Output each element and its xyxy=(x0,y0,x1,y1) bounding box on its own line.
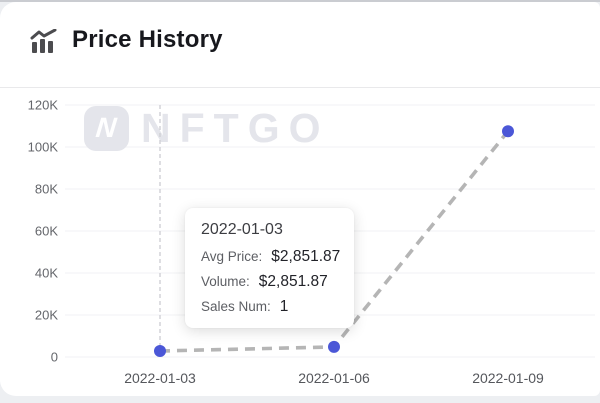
tooltip-volume-value: $2,851.87 xyxy=(258,273,328,290)
chart-axis-labels: 0 20K 40K 60K 80K 100K 120K 2022-01-03 2022-01-0… xyxy=(0,2,600,396)
x-axis-tick-label: 2022-01-03 xyxy=(124,370,196,386)
header-divider xyxy=(0,87,600,88)
y-axis-tick-label: 60K xyxy=(34,223,58,239)
x-axis-tick-label: 2022-01-06 xyxy=(298,370,370,386)
y-axis-tick-label: 20K xyxy=(34,307,58,323)
tooltip-avg-price-label: Avg Price: xyxy=(201,249,263,264)
tooltip-sales-num-value: 1 xyxy=(279,298,289,315)
y-axis-tick-label: 120K xyxy=(27,97,58,113)
chart-tooltip: 2022-01-03 Avg Price: $2,851.87 Volume: … xyxy=(185,208,354,328)
tooltip-date: 2022-01-03 xyxy=(201,221,283,238)
price-history-chart: N NFTGO 0 20K 40K 60K 80K 100K 120K 2022-01-03 2… xyxy=(0,2,600,396)
page-title: Price History xyxy=(72,26,223,53)
price-history-card: N NFTGO 0 20K 40K 60K 80K 100K 120K 2022-01-03 2… xyxy=(0,2,600,396)
tooltip-volume-label: Volume: xyxy=(201,274,250,289)
bar-chart-trend-icon xyxy=(30,29,57,53)
y-axis-tick-label: 40K xyxy=(34,265,58,281)
x-axis-tick-label: 2022-01-09 xyxy=(472,370,544,386)
top-edge-line xyxy=(0,0,600,2)
nftgo-logo-icon: N xyxy=(84,105,129,151)
tooltip-avg-price-value: $2,851.87 xyxy=(271,248,341,265)
card-header: Price History xyxy=(0,2,600,87)
y-axis-tick-label: 100K xyxy=(27,139,58,155)
tooltip-sales-num-label: Sales Num: xyxy=(201,299,271,314)
y-axis-tick-label: 0 xyxy=(50,349,58,365)
y-axis-tick-label: 80K xyxy=(34,181,58,197)
